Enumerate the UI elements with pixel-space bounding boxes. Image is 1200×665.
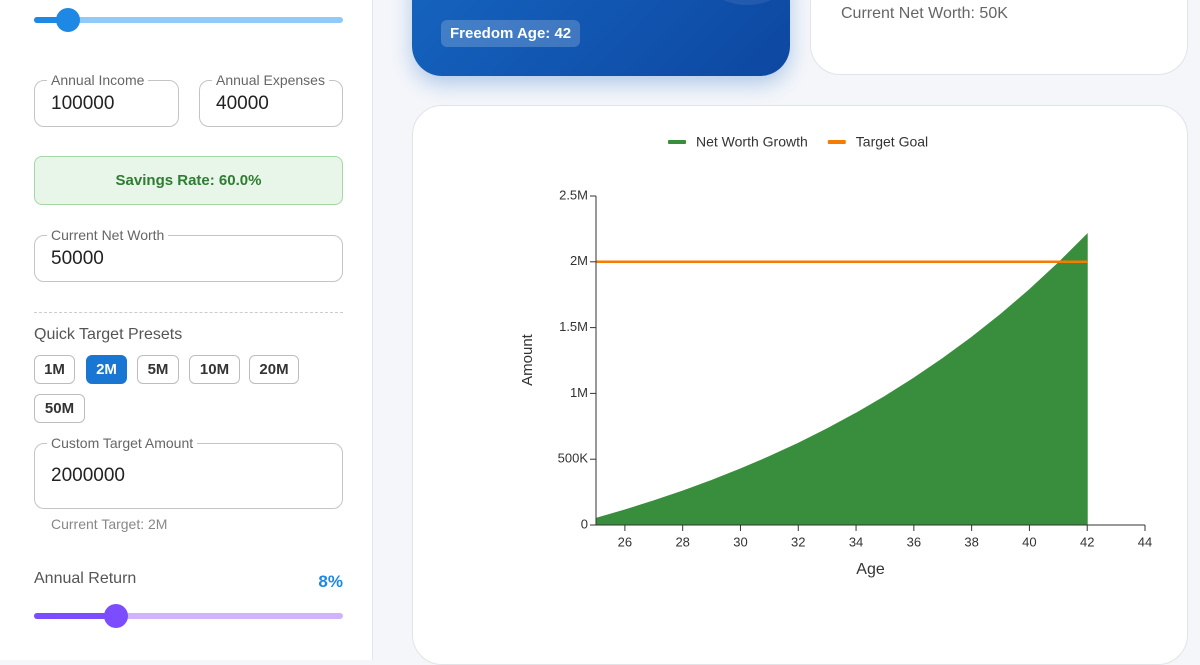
x-tick-label: 36 <box>907 534 921 549</box>
x-tick-label: 38 <box>964 534 978 549</box>
slider-track[interactable] <box>34 613 343 619</box>
return-label: Annual Return <box>34 570 137 587</box>
slider-thumb[interactable] <box>56 8 80 32</box>
input-value: 50000 <box>51 248 104 269</box>
slider-track[interactable] <box>34 17 343 23</box>
preset-button[interactable]: 1M <box>34 355 75 384</box>
y-tick-label: 500K <box>558 451 589 466</box>
stats-card: Current Net Worth: 50K <box>810 0 1188 75</box>
chart: 0 500K 1M 1.5M 2M 2.5M 26 28 30 32 34 36 38 40 42 44 Age… <box>519 134 1152 579</box>
input-label: Annual Income <box>47 72 149 88</box>
slider-fill <box>34 613 116 619</box>
x-tick-label: 26 <box>618 534 632 549</box>
x-tick-label: 32 <box>791 534 805 549</box>
y-axis-label: Amount <box>519 333 536 386</box>
x-tick-label: 44 <box>1138 534 1152 549</box>
legend-label: Net Worth Growth <box>696 134 808 150</box>
expenses-input[interactable]: Annual Expenses 40000 <box>199 72 343 127</box>
input-label: Custom Target Amount <box>47 435 198 451</box>
custom-target-input[interactable]: Custom Target Amount 2000000 <box>34 435 343 509</box>
preset-button[interactable]: 2M <box>86 355 127 384</box>
preset-button[interactable]: 10M <box>189 355 240 384</box>
input-label: Current Net Worth <box>47 227 169 243</box>
preset-button[interactable]: 50M <box>34 394 85 423</box>
freedom-badge: Freedom Age: 42 <box>441 20 581 47</box>
x-axis-label: Age <box>856 561 885 578</box>
input-value: 2000000 <box>51 465 125 486</box>
savings-rate: Savings Rate: 60.0% <box>34 156 343 205</box>
slider-thumb[interactable] <box>104 604 128 628</box>
return-value: 8% <box>318 572 343 591</box>
net-worth-input[interactable]: Current Net Worth 50000 <box>34 227 343 282</box>
y-tick-label: 1M <box>570 385 588 400</box>
preset-button[interactable]: 20M <box>249 355 299 384</box>
presets-title: Quick Target Presets <box>34 326 183 343</box>
stat-text: Current Net Worth: 50K <box>841 5 1008 22</box>
x-tick-label: 28 <box>675 534 689 549</box>
legend-swatch <box>827 140 846 144</box>
legend-label: Target Goal <box>856 134 928 150</box>
input-label: Annual Expenses <box>212 72 329 88</box>
preset-button[interactable]: 5M <box>137 355 179 384</box>
slider-fill <box>34 17 68 23</box>
input-value: 100000 <box>51 93 115 114</box>
divider <box>34 312 343 313</box>
area <box>595 232 1088 526</box>
sidebar <box>0 0 373 660</box>
x-tick-label: 30 <box>733 534 747 549</box>
decoration <box>702 0 790 5</box>
y-tick-label: 2M <box>570 253 588 268</box>
x-tick-label: 40 <box>1022 534 1036 549</box>
hero-card: Freedom Age: 42 <box>412 0 790 76</box>
y-tick-label: 0 <box>581 516 588 531</box>
y-tick-label: 1.5M <box>559 319 588 334</box>
income-input[interactable]: Annual Income 100000 <box>34 72 179 127</box>
x-tick-label: 34 <box>849 534 863 549</box>
current-target: Current Target: 2M <box>51 516 168 532</box>
x-tick-label: 42 <box>1080 534 1094 549</box>
y-tick-label: 2.5M <box>559 187 588 202</box>
input-value: 40000 <box>216 93 269 114</box>
legend-swatch <box>668 140 686 144</box>
